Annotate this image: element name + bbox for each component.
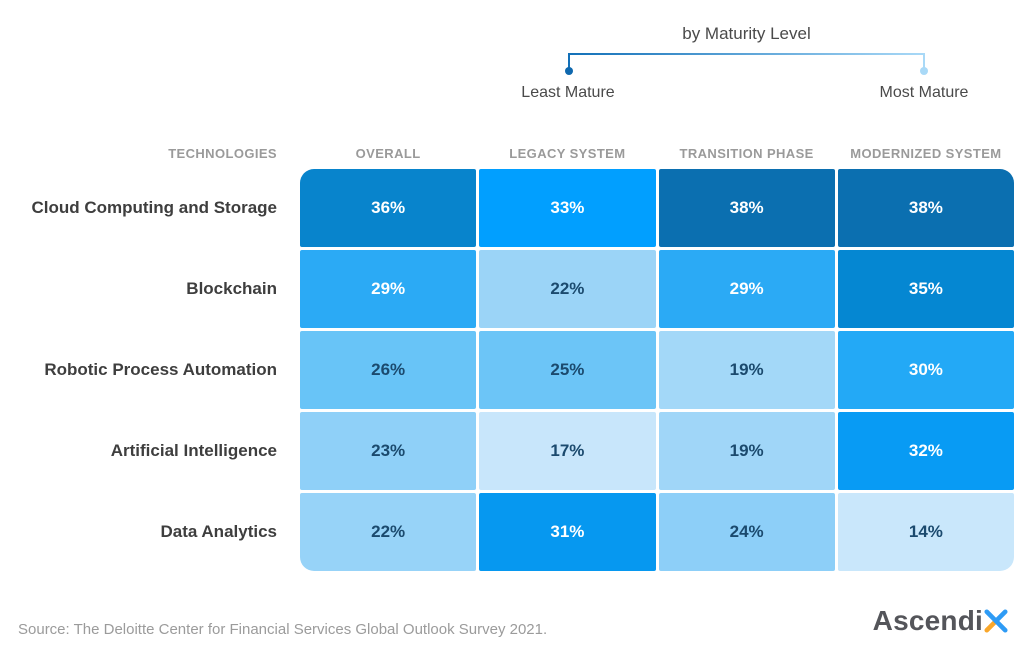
most-mature-dot-icon <box>920 67 928 75</box>
heatmap-cell: 14% <box>837 493 1014 571</box>
heatmap-cell: 36% <box>300 169 477 247</box>
logo-x-icon <box>984 609 1008 633</box>
heatmap-cell: 38% <box>658 169 835 247</box>
heatmap-cell: 19% <box>658 331 835 409</box>
row-label: Cloud Computing and Storage <box>31 198 277 217</box>
logo-wordmark: Ascendi <box>872 605 983 636</box>
heatmap-cell: 31% <box>479 493 656 571</box>
table-row: Cloud Computing and Storage 36% 33% 38% … <box>0 169 1014 247</box>
gradient-line <box>568 53 925 55</box>
bracket-left-tick <box>568 53 570 69</box>
maturity-scale-bracket <box>565 53 928 79</box>
heatmap-cell: 32% <box>837 412 1014 490</box>
row-label: Blockchain <box>186 279 277 298</box>
ascendix-logo: Ascendi <box>873 605 1008 637</box>
bracket-right-tick <box>923 53 925 69</box>
table-header-row: TECHNOLOGIES OVERALL LEGACY SYSTEM TRANS… <box>0 146 1014 161</box>
col-header-legacy-system: LEGACY SYSTEM <box>509 146 626 161</box>
heatmap-cell: 33% <box>479 169 656 247</box>
row-label: Artificial Intelligence <box>110 441 277 460</box>
heatmap-cell: 29% <box>300 250 477 328</box>
heatmap-cell: 26% <box>300 331 477 409</box>
heatmap-cell: 17% <box>479 412 656 490</box>
heatmap-cell: 35% <box>837 250 1014 328</box>
heatmap-cell: 25% <box>479 331 656 409</box>
table-row: Data Analytics 22% 31% 24% 14% <box>0 493 1014 571</box>
row-label: Data Analytics <box>160 522 277 541</box>
least-mature-dot-icon <box>565 67 573 75</box>
technologies-header: TECHNOLOGIES <box>168 146 277 161</box>
row-label: Robotic Process Automation <box>44 360 277 379</box>
col-header-modernized-system: MODERNIZED SYSTEM <box>850 146 1002 161</box>
table-row: Robotic Process Automation 26% 25% 19% 3… <box>0 331 1014 409</box>
table-row: Blockchain 29% 22% 29% 35% <box>0 250 1014 328</box>
source-note: Source: The Deloitte Center for Financia… <box>18 621 548 638</box>
heatmap-cell: 24% <box>658 493 835 571</box>
heatmap-cell: 23% <box>300 412 477 490</box>
heatmap-cell: 38% <box>837 169 1014 247</box>
col-header-transition-phase: TRANSITION PHASE <box>679 146 814 161</box>
heatmap-body: Cloud Computing and Storage 36% 33% 38% … <box>0 169 1014 571</box>
heatmap-cell: 30% <box>837 331 1014 409</box>
heatmap-cell: 22% <box>300 493 477 571</box>
least-mature-label: Least Mature <box>521 84 615 101</box>
col-header-overall: OVERALL <box>355 146 421 161</box>
table-row: Artificial Intelligence 23% 17% 19% 32% <box>0 412 1014 490</box>
heatmap-cell: 29% <box>658 250 835 328</box>
heatmap-cell: 22% <box>479 250 656 328</box>
most-mature-label: Most Mature <box>879 84 969 101</box>
heatmap-cell: 19% <box>658 412 835 490</box>
legend-title: by Maturity Level <box>682 24 811 43</box>
